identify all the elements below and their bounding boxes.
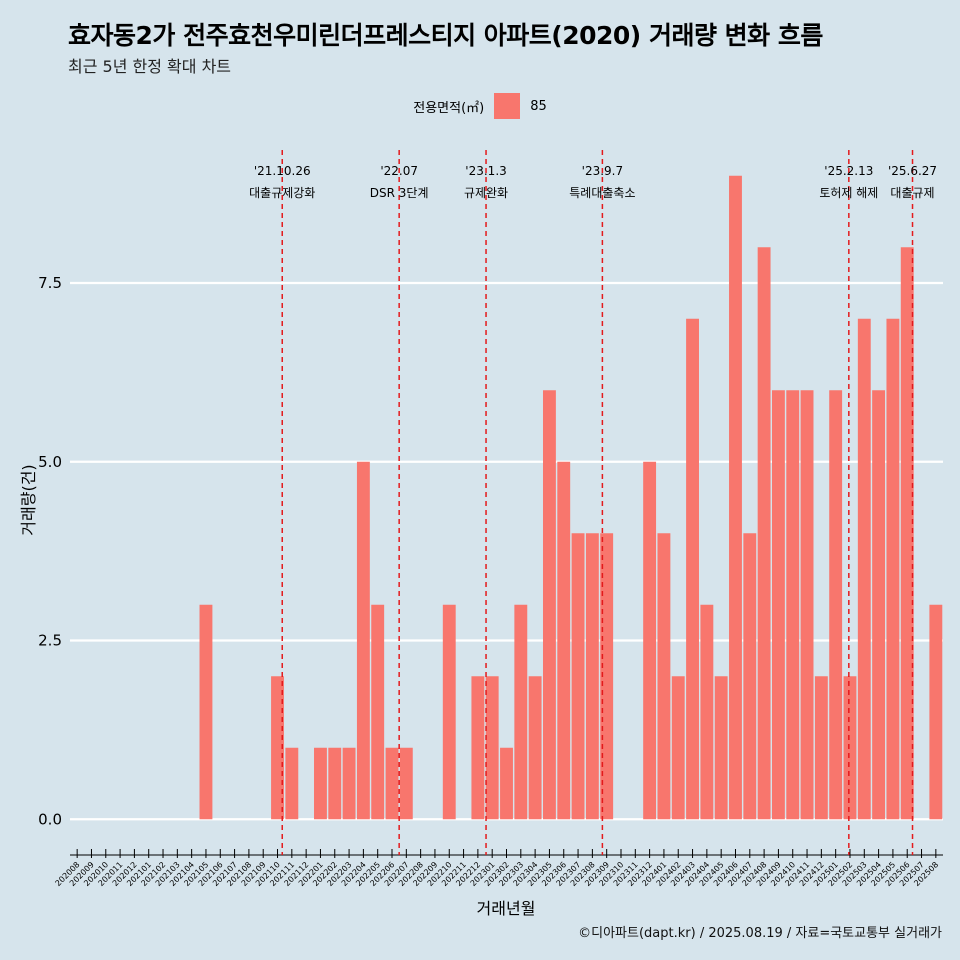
y-tick-label: 2.5 [38, 632, 62, 650]
legend-label: 85 [530, 98, 547, 114]
bar [285, 747, 299, 820]
bar [356, 461, 370, 820]
bar [199, 604, 213, 820]
y-tick-label: 5.0 [38, 453, 62, 471]
y-axis-title: 거래량(건) [19, 464, 38, 535]
bar [786, 390, 800, 820]
event-label: 대출규제강화 [249, 186, 315, 200]
bar [714, 676, 728, 820]
bar [686, 318, 699, 820]
bar [399, 747, 413, 820]
bar [328, 747, 342, 820]
bar [585, 533, 599, 820]
bar [314, 747, 327, 820]
bar [371, 604, 385, 820]
bar [886, 318, 900, 820]
bar [829, 390, 843, 820]
event-date: '21.10.26 [254, 164, 311, 178]
bar [342, 747, 356, 820]
event-date: '25.6.27 [888, 164, 937, 178]
x-axis-title: 거래년월 [477, 899, 536, 918]
bar [814, 676, 828, 820]
bar [542, 390, 556, 820]
bar [571, 533, 585, 820]
bar [900, 247, 914, 820]
bar [857, 318, 871, 820]
bar [485, 676, 499, 820]
bar [671, 676, 685, 820]
bar [471, 676, 485, 820]
legend: 전용면적(㎡) 85 [0, 93, 960, 119]
event-date: '22.07 [380, 164, 418, 178]
event-label: DSR 3단계 [370, 186, 429, 200]
event-label: 토허제 해제 [819, 186, 878, 200]
bar [643, 461, 657, 820]
bar [657, 533, 671, 820]
bar [700, 604, 714, 820]
bar [771, 390, 785, 820]
event-date: '23.1.3 [465, 164, 506, 178]
event-date: '23.9.7 [582, 164, 623, 178]
bar [843, 676, 857, 820]
bar [271, 676, 284, 820]
source-caption: ©디아파트(dapt.kr) / 2025.08.19 / 자료=국토교통부 실… [578, 926, 942, 941]
chart-subtitle: 최근 5년 한정 확대 차트 [68, 57, 232, 76]
event-date: '25.2.13 [824, 164, 873, 178]
bar [442, 604, 456, 820]
chart-title: 효자동2가 전주효천우미린더프레스티지 아파트(2020) 거래량 변화 흐름 [68, 21, 823, 50]
legend-title: 전용면적(㎡) [413, 100, 485, 116]
bar [500, 747, 513, 820]
bar [600, 533, 614, 820]
bar [729, 175, 742, 820]
bar [557, 461, 571, 820]
bar [757, 247, 771, 820]
y-tick-label: 7.5 [38, 274, 62, 292]
bar [929, 604, 943, 820]
bar [800, 390, 814, 820]
event-label: 규제완화 [464, 186, 508, 200]
legend-swatch [494, 93, 521, 119]
event-label: 특례대출축소 [569, 186, 635, 200]
bar [743, 533, 757, 820]
bar [385, 747, 399, 820]
event-label: 대출규제 [890, 186, 934, 200]
bar [872, 390, 886, 820]
y-tick-label: 0.0 [38, 810, 62, 828]
bar [528, 676, 542, 820]
bar [514, 604, 528, 820]
